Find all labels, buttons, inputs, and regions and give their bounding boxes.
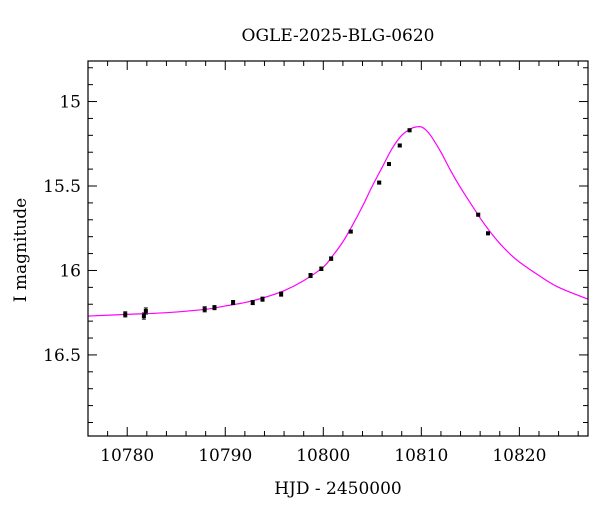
point-marker [260,297,265,302]
data-point [397,143,402,148]
data-point [143,307,148,315]
point-marker [476,212,481,217]
y-tick-label: 15.5 [43,177,81,197]
point-marker [308,273,313,278]
y-tick-label: 16.5 [43,346,81,366]
y-tick-label: 16 [59,261,81,281]
point-marker [212,305,217,310]
y-axis-label: I magnitude [11,198,31,302]
data-point [476,212,481,217]
point-marker [377,180,382,185]
point-marker [141,314,146,319]
y-axis-tick-labels: 15 15.5 16 16.5 [43,93,81,366]
data-point [407,128,412,133]
data-point [386,162,391,167]
point-marker [143,309,148,313]
data-point [260,296,265,302]
data-point [486,231,490,236]
data-point [212,305,217,311]
data-point [348,229,353,234]
point-marker [123,312,128,317]
point-marker [250,300,255,305]
point-marker [397,143,402,148]
x-tick-label: 10810 [394,446,448,466]
data-point [329,256,334,261]
model-curve [88,125,588,317]
point-marker [486,231,490,236]
data-point [231,300,236,306]
point-marker [386,162,391,167]
x-tick-label: 10820 [492,446,546,466]
data-point [319,266,324,271]
plot-frame [87,60,589,437]
x-axis-tick-labels: 10780 10790 10800 10810 10820 [100,446,546,466]
plot-area [88,125,588,320]
axis-ticks [87,61,588,436]
x-tick-label: 10800 [296,446,350,466]
x-tick-label: 10780 [100,446,154,466]
point-marker [319,266,324,271]
data-point [202,306,207,313]
data-point [250,300,255,306]
data-point [377,180,382,185]
chart-title: OGLE-2025-BLG-0620 [242,26,435,46]
point-marker [348,229,353,234]
point-marker [231,300,236,305]
data-point [308,273,313,279]
data-point [123,311,128,318]
x-axis-label: HJD - 2450000 [274,479,402,499]
point-marker [202,307,207,312]
x-tick-label: 10790 [198,446,252,466]
point-marker [279,292,284,297]
point-marker [329,256,334,261]
y-tick-label: 15 [59,93,81,113]
data-point [279,291,284,297]
point-marker [407,128,412,133]
